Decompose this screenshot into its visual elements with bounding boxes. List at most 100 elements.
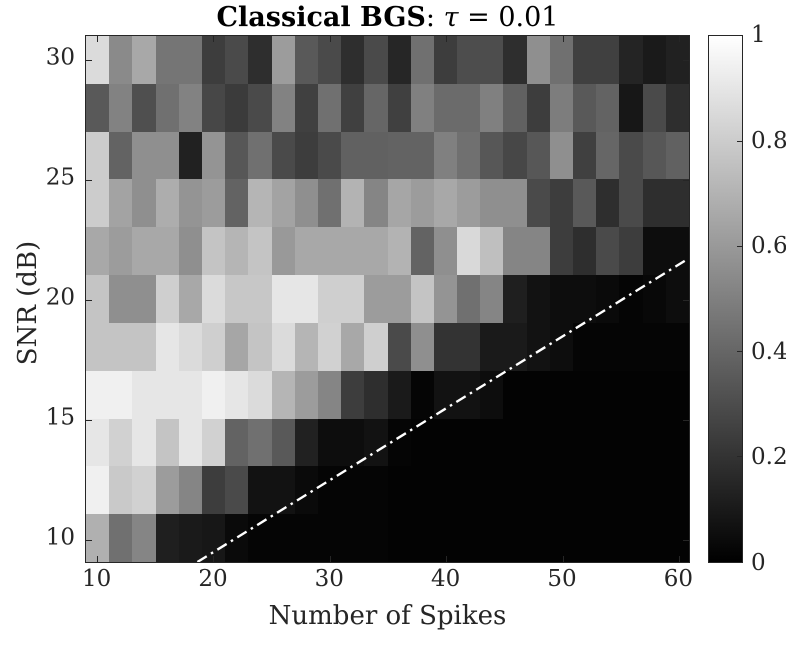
heatmap-cell — [642, 131, 666, 180]
colorbar-tickmark — [737, 351, 742, 353]
heatmap-cell — [503, 370, 527, 419]
heatmap-cell — [364, 370, 388, 419]
heatmap-cell — [86, 514, 110, 562]
heatmap-cell — [86, 131, 110, 180]
heatmap-cell — [480, 227, 504, 276]
heatmap-cell — [317, 466, 342, 515]
heatmap-cell — [109, 179, 133, 228]
heatmap-cell — [410, 83, 434, 132]
heatmap-cell — [619, 322, 643, 371]
heatmap-cell — [526, 227, 550, 276]
heatmap-cell — [225, 370, 249, 419]
x-axis-label: Number of Spikes — [268, 601, 507, 631]
heatmap-cell — [109, 418, 133, 467]
heatmap-cell — [480, 179, 504, 228]
heatmap-cell — [271, 275, 295, 323]
heatmap-cell — [387, 275, 411, 323]
heatmap-cell — [596, 514, 620, 562]
heatmap-cell — [225, 83, 249, 132]
heatmap-cell — [549, 227, 574, 276]
heatmap-cell — [526, 514, 550, 562]
heatmap-cell — [596, 131, 620, 180]
heatmap-cell — [109, 227, 133, 276]
heatmap-cell — [225, 275, 249, 323]
heatmap-cell — [86, 322, 110, 371]
heatmap-cell — [317, 179, 342, 228]
heatmap-cell — [341, 131, 365, 180]
colorbar-tick-label: 0.8 — [751, 127, 786, 154]
heatmap-cell — [665, 322, 689, 371]
heatmap-cell — [248, 227, 272, 276]
heatmap-cell — [201, 370, 226, 419]
heatmap-cell — [503, 83, 527, 132]
heatmap-cell — [549, 275, 574, 323]
heatmap-cell — [410, 179, 434, 228]
tickmark — [683, 419, 689, 421]
heatmap-cell — [596, 227, 620, 276]
heatmap-cell — [86, 179, 110, 228]
heatmap-cell — [132, 418, 156, 467]
heatmap-cell — [178, 36, 202, 84]
heatmap-cell — [109, 370, 133, 419]
heatmap-cell — [480, 466, 504, 515]
heatmap-cell — [549, 36, 574, 84]
tickmark — [97, 36, 99, 42]
heatmap-cell — [201, 131, 226, 180]
heatmap-cell — [178, 131, 202, 180]
tickmark — [97, 556, 99, 562]
heatmap-cell — [364, 179, 388, 228]
heatmap-cell — [410, 466, 434, 515]
heatmap-cell — [201, 466, 226, 515]
heatmap-cell — [642, 36, 666, 84]
heatmap-cell — [573, 466, 597, 515]
heatmap-cell — [480, 36, 504, 84]
heatmap-cell — [248, 322, 272, 371]
heatmap-cell — [155, 83, 179, 132]
heatmap-cell — [503, 514, 527, 562]
heatmap-cell — [549, 322, 574, 371]
heatmap-cell — [155, 466, 179, 515]
colorbar — [708, 35, 743, 563]
tickmark — [683, 299, 689, 301]
heatmap-cell — [665, 466, 689, 515]
chart-title-equation: = 0.01 — [458, 2, 559, 33]
heatmap-cell — [201, 418, 226, 467]
x-tick-label: 40 — [431, 566, 461, 592]
x-tick-label: 10 — [81, 566, 112, 592]
heatmap-cell — [364, 227, 388, 276]
heatmap-cell — [109, 322, 133, 371]
heatmap-cell — [132, 275, 156, 323]
heatmap-cell — [387, 370, 411, 419]
heatmap-cell — [317, 514, 342, 562]
heatmap-cell — [573, 514, 597, 562]
heatmap-cell — [248, 418, 272, 467]
heatmap-cell — [387, 36, 411, 84]
tickmark — [683, 539, 689, 541]
heatmap-cell — [457, 514, 481, 562]
heatmap-cell — [573, 131, 597, 180]
heatmap-cell — [109, 36, 133, 84]
heatmap-cell — [155, 514, 179, 562]
heatmap-cell — [271, 227, 295, 276]
heatmap-cell — [132, 227, 156, 276]
heatmap-cell — [132, 466, 156, 515]
heatmap-cell — [549, 466, 574, 515]
heatmap-cell — [225, 514, 249, 562]
heatmap-cell — [410, 418, 434, 467]
heatmap-cell — [596, 466, 620, 515]
heatmap-cell — [225, 418, 249, 467]
heatmap-cell — [549, 83, 574, 132]
threshold-dashdot-line — [196, 257, 689, 562]
heatmap-cell — [642, 370, 666, 419]
heatmap-cell — [109, 466, 133, 515]
heatmap-cell — [178, 418, 202, 467]
heatmap-cell — [86, 83, 110, 132]
heatmap-cell — [619, 83, 643, 132]
heatmap-cell — [341, 227, 365, 276]
heatmap-cell — [364, 36, 388, 84]
heatmap-cell — [457, 322, 481, 371]
heatmap-cell — [364, 83, 388, 132]
heatmap-cell — [341, 322, 365, 371]
heatmap-cell — [457, 275, 481, 323]
colorbar-tick-label: 0.6 — [751, 233, 786, 260]
